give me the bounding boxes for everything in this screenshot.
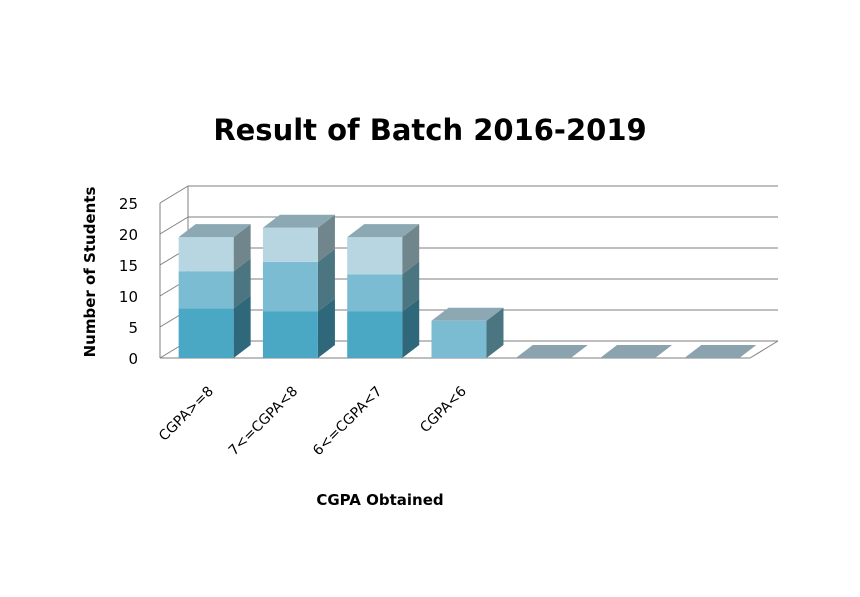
x-tick-label: CGPA<6 — [417, 383, 470, 436]
y-axis-title: Number of Students — [81, 187, 99, 358]
gridline-side — [159, 185, 189, 204]
bar-top — [600, 345, 673, 358]
bar-segment — [347, 237, 403, 275]
bar-segment — [178, 308, 234, 358]
y-tick-label: 25 — [119, 195, 138, 213]
bar-top — [431, 307, 504, 321]
bar-segment — [178, 237, 234, 272]
bar-side — [402, 298, 420, 358]
bar-segment — [262, 311, 318, 358]
bar-side — [317, 248, 335, 312]
bar-top — [262, 214, 335, 228]
y-tick-label: 5 — [128, 319, 138, 337]
bar-side — [317, 214, 335, 262]
x-axis-title: CGPA Obtained — [316, 491, 443, 509]
bar-segment — [431, 320, 487, 358]
bar-top — [515, 345, 588, 358]
chart-title: Result of Batch 2016-2019 — [213, 113, 646, 147]
y-tick-label: 10 — [119, 288, 138, 306]
x-tick-label: CGPA>=8 — [156, 384, 217, 445]
bar-segment — [262, 227, 318, 262]
x-tick-label: 6<=CGPA<7 — [310, 384, 385, 459]
y-tick-label: 15 — [119, 257, 138, 275]
bar-segment — [262, 261, 318, 312]
bar-side — [317, 298, 335, 358]
bar-side — [233, 295, 251, 358]
bar-segment — [178, 271, 234, 309]
bar-segment — [347, 311, 403, 358]
bar-segment — [347, 274, 403, 312]
y-tick-label: 0 — [128, 350, 138, 368]
bar-top — [178, 224, 251, 238]
bar-top — [684, 345, 757, 358]
x-tick-label: 7<=CGPA<8 — [226, 384, 301, 459]
bar-side — [402, 261, 420, 312]
bar-top — [347, 224, 420, 238]
bar-side — [233, 224, 251, 272]
gridline-side — [159, 216, 189, 235]
floor-right-edge — [749, 340, 779, 359]
bar-side — [233, 258, 251, 309]
y-tick-label: 20 — [119, 226, 138, 244]
bar-side — [486, 307, 504, 358]
bar-side — [402, 224, 420, 275]
